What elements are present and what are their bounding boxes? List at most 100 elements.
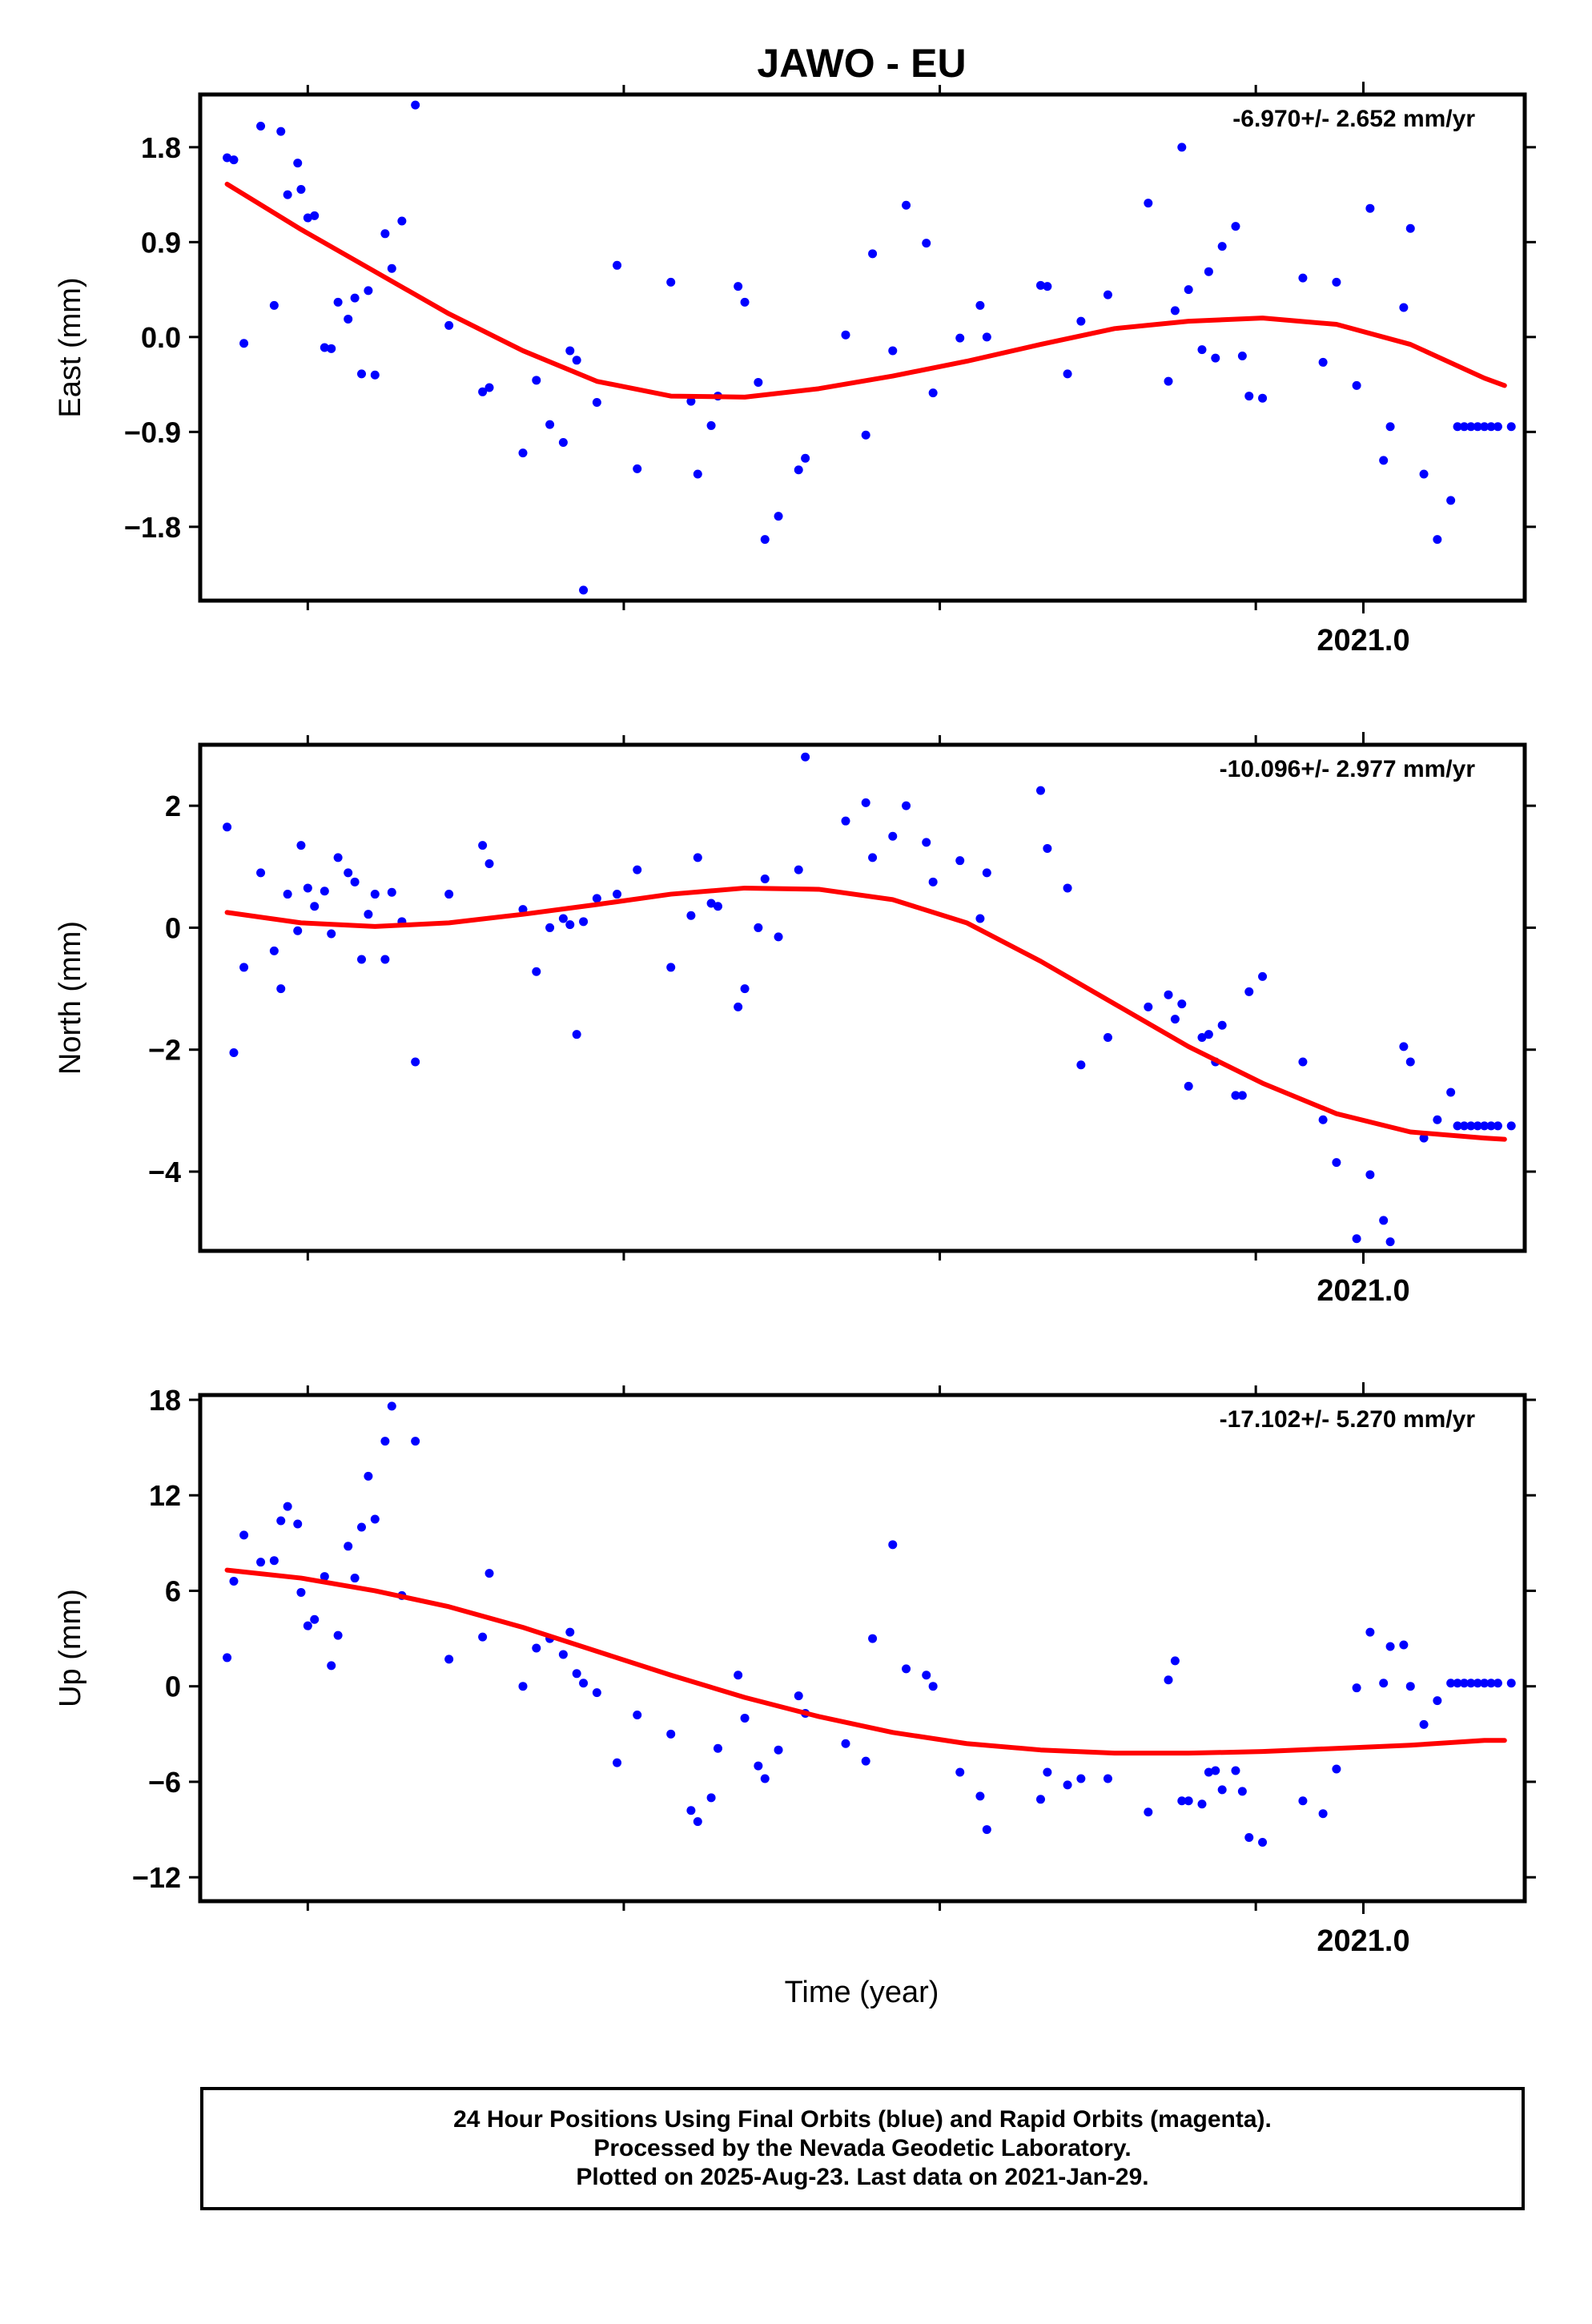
data-point xyxy=(256,1558,266,1567)
data-point xyxy=(928,1682,938,1691)
data-point xyxy=(774,512,783,521)
data-point xyxy=(1506,1679,1516,1688)
data-point xyxy=(1486,1679,1496,1688)
data-point xyxy=(357,955,367,964)
data-point xyxy=(1043,282,1052,292)
data-point xyxy=(387,263,396,273)
data-point xyxy=(666,963,676,972)
plot-frame xyxy=(198,742,1527,1253)
data-point xyxy=(666,1729,676,1739)
data-point xyxy=(223,153,232,163)
data-point xyxy=(734,282,743,292)
y-tick-label: 2 xyxy=(165,790,181,822)
data-point xyxy=(592,397,601,407)
data-point xyxy=(1379,456,1389,465)
data-point xyxy=(1473,1679,1482,1688)
data-point xyxy=(1204,1767,1213,1777)
data-point xyxy=(310,1614,320,1624)
data-point xyxy=(1405,223,1415,233)
data-point xyxy=(794,865,803,875)
data-point xyxy=(928,877,938,887)
data-point xyxy=(364,286,373,296)
data-point xyxy=(734,1671,743,1680)
data-point xyxy=(296,841,306,850)
data-point xyxy=(774,1745,783,1755)
panel-north: 2 0 −2 −4 North (mm) 2021.0 -10.096+/- 2.977 m… xyxy=(54,732,1536,1308)
data-point xyxy=(693,853,702,862)
data-point xyxy=(484,1569,494,1578)
data-point xyxy=(572,1030,581,1039)
data-point xyxy=(1298,1057,1308,1067)
data-point xyxy=(633,1710,642,1719)
y-axis-label: Up (mm) xyxy=(54,1589,87,1707)
data-point xyxy=(1211,353,1220,363)
data-point xyxy=(706,899,716,908)
data-point xyxy=(558,1650,568,1659)
data-point xyxy=(478,1632,488,1642)
data-point xyxy=(1453,422,1462,432)
data-point xyxy=(558,438,568,447)
data-point xyxy=(613,890,622,899)
panels: 1.8 0.9 0.0 −0.9 −1.8 East (mm) 2021.0 -6.970+/… xyxy=(54,82,1536,1958)
data-point xyxy=(902,1664,911,1674)
data-point xyxy=(734,1002,743,1011)
data-point xyxy=(1318,1115,1328,1124)
data-point xyxy=(478,841,488,850)
data-point xyxy=(861,430,870,440)
data-point xyxy=(1419,1133,1429,1143)
data-point xyxy=(1231,1766,1240,1775)
data-point xyxy=(754,377,763,387)
data-point xyxy=(1184,1081,1193,1091)
y-tick-label: −12 xyxy=(132,1861,181,1894)
data-point xyxy=(902,200,911,210)
data-point xyxy=(1332,1158,1341,1168)
panel-east: 1.8 0.9 0.0 −0.9 −1.8 East (mm) 2021.0 -6.970+/… xyxy=(54,82,1536,657)
data-point xyxy=(1480,1679,1489,1688)
data-point xyxy=(1197,345,1207,355)
data-point xyxy=(801,752,810,762)
y-tick-label: 0.0 xyxy=(141,321,181,354)
data-point xyxy=(387,1401,396,1411)
data-point xyxy=(1506,1121,1516,1131)
data-point xyxy=(256,868,266,878)
data-point xyxy=(760,875,770,884)
data-point xyxy=(1217,242,1227,251)
data-point xyxy=(754,923,763,932)
data-point xyxy=(269,300,279,310)
data-point xyxy=(861,1756,870,1766)
fit-curve xyxy=(224,885,1507,1142)
data-point xyxy=(1103,1774,1112,1783)
data-point xyxy=(1076,1774,1086,1783)
data-point xyxy=(310,211,320,220)
y-tick-label: −6 xyxy=(148,1766,181,1799)
data-point xyxy=(350,877,360,887)
data-point xyxy=(1076,1060,1086,1070)
data-point xyxy=(1480,1121,1489,1131)
data-point xyxy=(633,464,642,473)
fit-curve xyxy=(224,181,1507,400)
x-tick-label: 2021.0 xyxy=(1317,1274,1409,1308)
data-point xyxy=(518,1682,528,1691)
data-point xyxy=(444,320,454,330)
data-point xyxy=(1244,987,1254,996)
data-point xyxy=(613,1758,622,1767)
data-point xyxy=(1043,843,1052,853)
data-point xyxy=(1446,1679,1456,1688)
data-point xyxy=(706,1793,716,1803)
x-axis-label: Time (year) xyxy=(785,1976,939,2009)
data-point xyxy=(484,858,494,868)
data-point xyxy=(1197,1032,1207,1042)
plot-frame xyxy=(198,1393,1527,1904)
y-tick-label: −4 xyxy=(148,1156,181,1188)
data-point xyxy=(364,1471,373,1481)
data-point xyxy=(579,917,589,927)
data-point xyxy=(888,346,898,356)
y-tick-label: 0.9 xyxy=(141,226,181,259)
data-point xyxy=(1493,1679,1502,1688)
data-point xyxy=(350,1574,360,1583)
data-point xyxy=(1298,273,1308,283)
data-point xyxy=(686,1806,696,1815)
data-point xyxy=(841,816,850,826)
data-point xyxy=(693,1817,702,1827)
